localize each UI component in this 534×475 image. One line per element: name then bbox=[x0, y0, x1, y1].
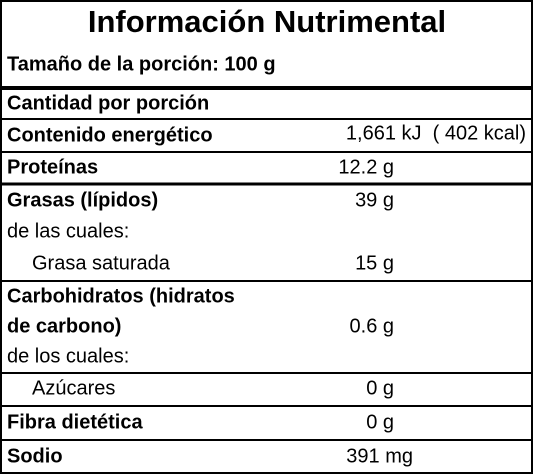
heading: Cantidad por porción bbox=[7, 92, 209, 114]
row-value: 12.2 g bbox=[338, 156, 394, 178]
row-value: 0 g bbox=[366, 411, 394, 433]
row-label: Fibra dietética bbox=[7, 411, 143, 433]
row-value: 15 g bbox=[355, 252, 394, 274]
title: Información Nutrimental bbox=[88, 4, 446, 39]
row-value: 1,661 kJ ( 402 kcal) bbox=[346, 122, 526, 144]
row-value: 0 g bbox=[366, 377, 394, 399]
row-value: 0.6 g bbox=[350, 315, 394, 337]
row-label: Contenido energético bbox=[7, 124, 213, 146]
row-value: 39 g bbox=[355, 189, 394, 211]
row-label: Proteínas bbox=[7, 156, 98, 178]
row-label: Carbohidratos (hidratos bbox=[7, 285, 235, 307]
row-label: de carbono) bbox=[7, 315, 121, 337]
serving-size: Tamaño de la porción: 100 g bbox=[7, 53, 276, 75]
row-label: de los cuales: bbox=[7, 345, 129, 367]
row-label: Grasa saturada bbox=[32, 252, 171, 274]
row-label: de las cuales: bbox=[7, 220, 129, 242]
row-label: Sodio bbox=[7, 445, 63, 467]
row-label: Grasas (lípidos) bbox=[7, 189, 158, 211]
row-value: 391 mg bbox=[346, 445, 413, 467]
row-label: Azúcares bbox=[32, 377, 115, 399]
